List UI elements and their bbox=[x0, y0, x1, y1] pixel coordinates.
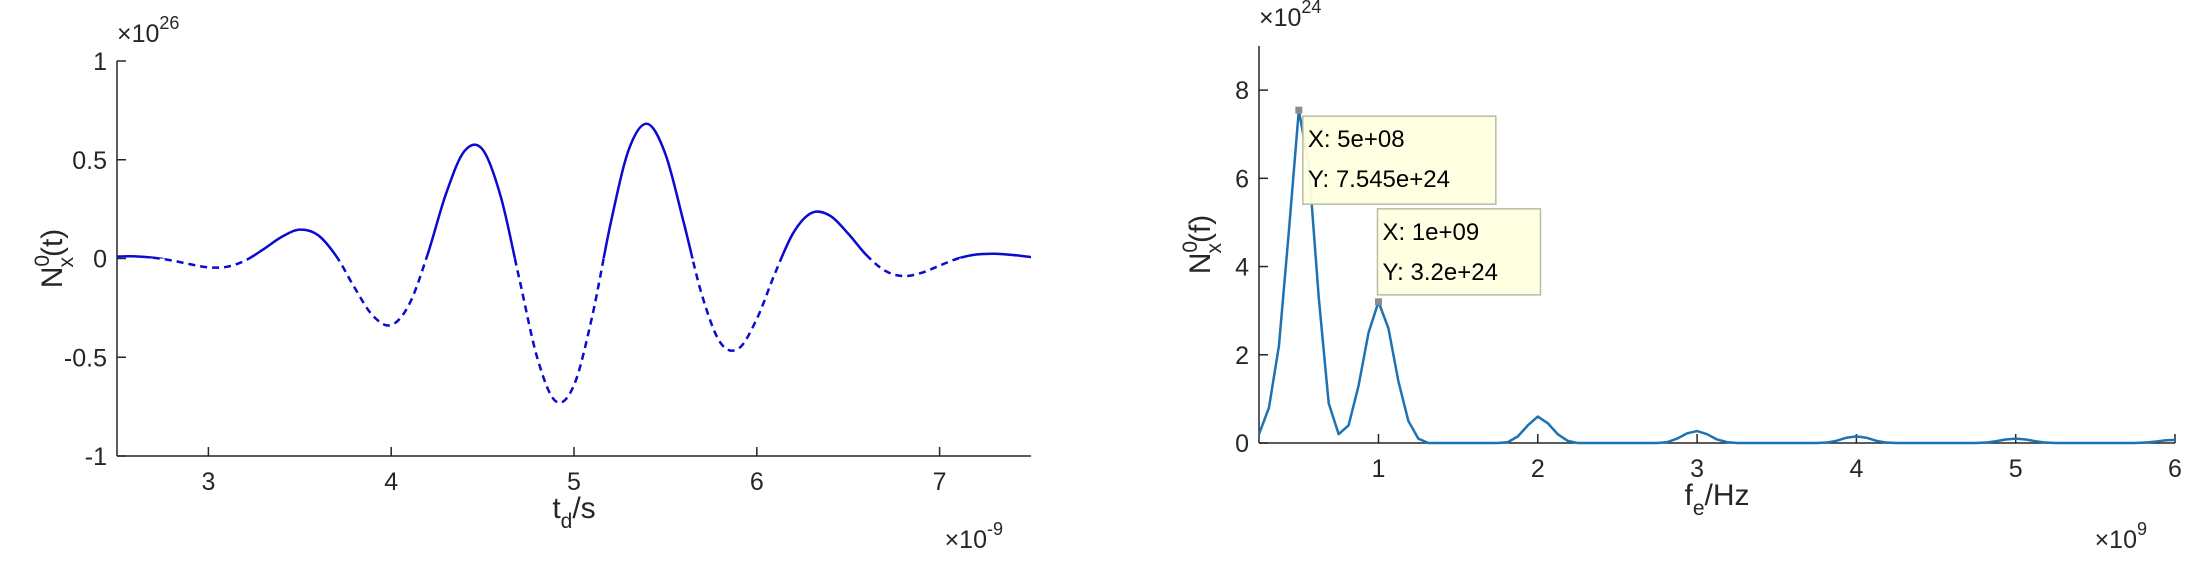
x-tick-label: 4 bbox=[1849, 455, 1863, 483]
axis-label: td/s bbox=[552, 492, 595, 533]
curve bbox=[1257, 108, 2176, 445]
axis-label: fe/Hz bbox=[1684, 479, 1749, 520]
axis-label: ×1026 bbox=[117, 13, 179, 48]
curve-dashed bbox=[149, 258, 963, 404]
curve-solid bbox=[117, 122, 1031, 259]
y-tick-label: 0.5 bbox=[72, 147, 107, 175]
label-sup: 0 bbox=[1179, 241, 1202, 253]
axis-label: ×109 bbox=[2095, 519, 2147, 554]
datatip-label: Y: 3.2e+24 bbox=[1382, 259, 1497, 286]
y-tick-label: 6 bbox=[1235, 165, 1249, 193]
datatip-box bbox=[1376, 208, 1542, 296]
datatip-label: Y: 7.545e+24 bbox=[1308, 166, 1450, 193]
label-base: t bbox=[552, 492, 561, 525]
label-sup: -9 bbox=[987, 519, 1003, 539]
datatip-marker bbox=[1374, 298, 1382, 306]
y-tick-label: -0.5 bbox=[64, 344, 107, 372]
label-base: N bbox=[36, 267, 69, 289]
y-tick-label: -1 bbox=[85, 443, 107, 471]
label-rest: (f) bbox=[1184, 215, 1217, 243]
y-tick-label: 8 bbox=[1235, 77, 1249, 105]
label-rest: (t) bbox=[36, 229, 69, 257]
label-base: N bbox=[1184, 253, 1217, 275]
x-tick-label: 5 bbox=[567, 468, 581, 496]
x-tick-label: 3 bbox=[1690, 455, 1704, 483]
x-tick-label: 4 bbox=[384, 468, 398, 496]
x-tick-label: 5 bbox=[2009, 455, 2023, 483]
x-tick-label: 7 bbox=[933, 468, 947, 496]
y-tick-label: 1 bbox=[93, 48, 107, 76]
label-base: ×10 bbox=[1259, 4, 1301, 32]
label-sup: 26 bbox=[159, 13, 179, 33]
label-rest: /s bbox=[572, 492, 595, 525]
datatip-marker bbox=[1295, 106, 1303, 114]
x-tick-label: 6 bbox=[2168, 455, 2182, 483]
datatip-label: X: 1e+09 bbox=[1382, 219, 1479, 246]
label-sup: 0 bbox=[31, 255, 54, 267]
label-base: ×10 bbox=[2095, 526, 2137, 554]
label-sub: x bbox=[55, 257, 78, 268]
x-tick-label: 2 bbox=[1531, 455, 1545, 483]
label-rest: /Hz bbox=[1705, 479, 1750, 512]
y-tick-label: 2 bbox=[1235, 342, 1249, 370]
axis-label: ×1024 bbox=[1259, 0, 1321, 32]
label-base: ×10 bbox=[117, 20, 159, 48]
y-tick-label: 0 bbox=[93, 246, 107, 274]
x-tick-label: 6 bbox=[750, 468, 764, 496]
label-sup: 24 bbox=[1301, 0, 1321, 17]
label-base: ×10 bbox=[945, 526, 987, 554]
x-tick-label: 1 bbox=[1372, 455, 1386, 483]
label-sup: 9 bbox=[2137, 519, 2147, 539]
datatip-box bbox=[1302, 115, 1497, 205]
axis-label: N0x(f) bbox=[1179, 215, 1226, 275]
x-tick-label: 3 bbox=[201, 468, 215, 496]
label-base: f bbox=[1684, 479, 1693, 512]
axis-label: ×10-9 bbox=[945, 519, 1003, 554]
datatip-label: X: 5e+08 bbox=[1308, 126, 1405, 153]
axis-label: N0x(t) bbox=[31, 229, 78, 289]
label-sub: x bbox=[1203, 243, 1226, 254]
y-tick-label: 0 bbox=[1235, 430, 1249, 458]
label-sub: d bbox=[561, 510, 573, 533]
y-tick-label: 4 bbox=[1235, 254, 1249, 282]
label-sub: e bbox=[1693, 497, 1705, 520]
